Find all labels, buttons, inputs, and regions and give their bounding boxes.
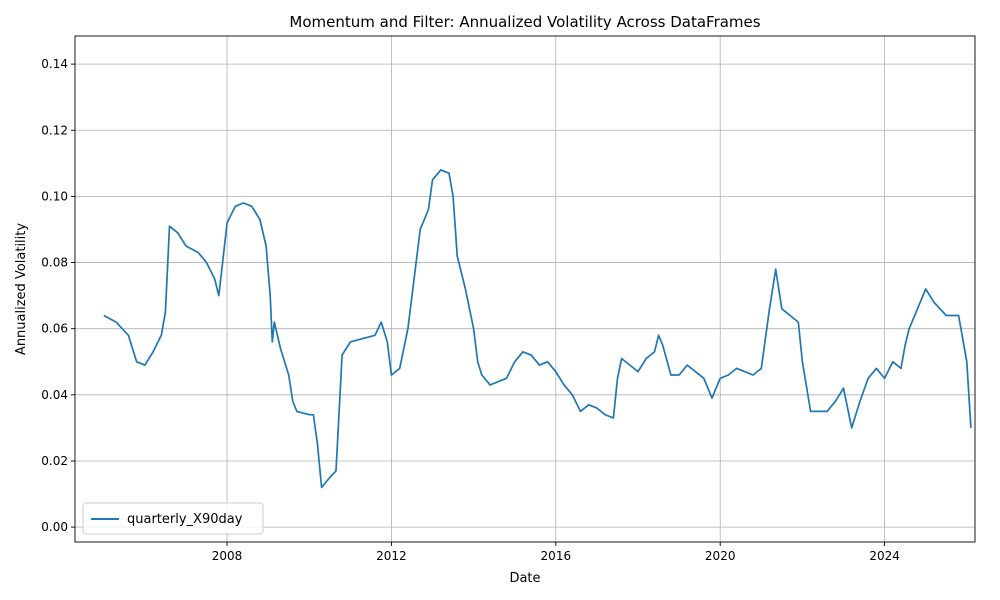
y-tick-label: 0.04 bbox=[41, 388, 68, 402]
y-tick-label: 0.02 bbox=[41, 454, 68, 468]
x-tick-label: 2008 bbox=[212, 549, 243, 563]
legend-entry-label: quarterly_X90day bbox=[127, 512, 243, 527]
plot-area-frame bbox=[74, 35, 976, 543]
chart-title: Momentum and Filter: Annualized Volatili… bbox=[289, 13, 760, 31]
y-tick-label: 0.10 bbox=[41, 189, 68, 203]
legend-box bbox=[82, 502, 264, 535]
y-tick-label: 0.12 bbox=[41, 123, 68, 137]
series-lines bbox=[103, 169, 972, 489]
grid bbox=[75, 36, 975, 542]
y-tick-label: 0.00 bbox=[41, 520, 68, 534]
y-tick-label: 0.08 bbox=[41, 256, 68, 270]
axis-ticks: 2008 2012 2016 2020 2024 0.00 0.02 0.04 0.06 0.08… bbox=[41, 57, 900, 563]
y-axis-label: Annualized Volatility bbox=[14, 223, 29, 355]
legend: quarterly_X90day bbox=[82, 502, 264, 535]
x-tick-label: 2024 bbox=[869, 549, 900, 563]
y-tick-label: 0.14 bbox=[41, 57, 68, 71]
x-axis-label: Date bbox=[509, 571, 540, 586]
series-line-quarterly_X90day bbox=[103, 169, 972, 489]
y-tick-label: 0.06 bbox=[41, 322, 68, 336]
x-tick-label: 2016 bbox=[541, 549, 572, 563]
x-tick-label: 2020 bbox=[705, 549, 736, 563]
x-tick-label: 2012 bbox=[376, 549, 407, 563]
